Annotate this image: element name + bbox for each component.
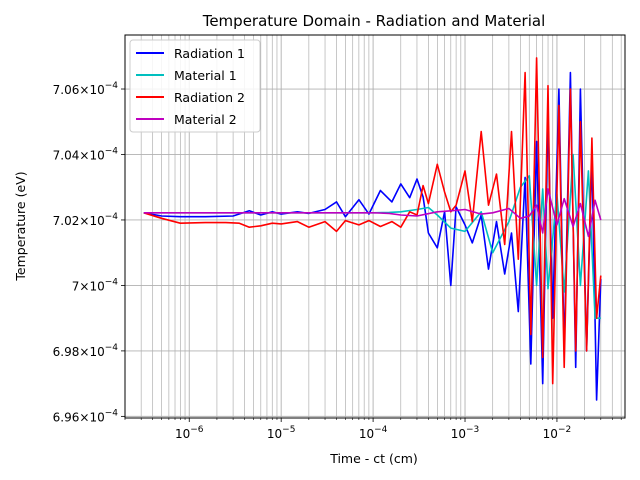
ticks-layer: 10−6 10−5 10−4 10−3 10−2 6.96×10−4 6.98×10−4 7×…: [53, 81, 622, 441]
x-axis-label: Time - ct (cm): [329, 451, 418, 466]
x-tick-label: 10−5: [267, 425, 296, 441]
legend: Radiation 1 Material 1 Radiation 2 Material…: [129, 39, 261, 133]
x-tick-label: 10−2: [543, 425, 572, 441]
y-axis-label: Temperature (eV): [13, 171, 28, 281]
series-line-radiation-2: [143, 57, 602, 385]
legend-label-radiation-2: Radiation 2: [174, 90, 245, 105]
legend-label-material-2: Material 2: [174, 112, 237, 127]
y-tick-label: 7.06×10−4: [53, 81, 119, 97]
y-tick-label: 6.96×10−4: [53, 408, 119, 424]
legend-label-radiation-1: Radiation 1: [174, 46, 245, 61]
plot-frame: [124, 34, 626, 419]
x-tick-label: 10−6: [175, 425, 204, 441]
series-layer: [143, 57, 602, 401]
y-tick-label: 6.98×10−4: [53, 343, 119, 359]
chart-title: Temperature Domain - Radiation and Mater…: [202, 12, 546, 30]
series-line-material-2: [143, 188, 602, 238]
y-tick-label: 7×10−4: [72, 277, 119, 293]
legend-box: [129, 39, 261, 133]
y-tick-label: 7.02×10−4: [53, 212, 119, 228]
y-tick-label: 7.04×10−4: [53, 146, 119, 162]
legend-label-material-1: Material 1: [174, 68, 237, 83]
x-tick-label: 10−3: [451, 425, 480, 441]
x-tick-label: 10−4: [359, 425, 388, 441]
